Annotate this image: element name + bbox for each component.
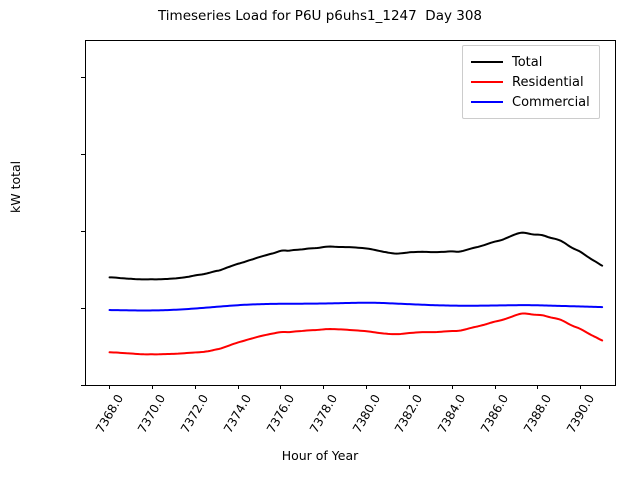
series-canvas [108, 231, 604, 356]
x-tick-mark [151, 385, 153, 389]
x-tick-mark [323, 385, 325, 389]
x-tick-label: 7372.0 [178, 392, 212, 436]
legend-label: Residential [512, 74, 584, 90]
x-tick-mark [109, 385, 111, 389]
chart-legend: Total Residential Commercial [462, 45, 600, 119]
x-tick-label: 7388.0 [520, 392, 555, 436]
x-tick-label: 7374.0 [221, 392, 255, 436]
y-tick-mark [81, 77, 85, 79]
legend-item[interactable]: Total [471, 52, 590, 72]
y-tick-mark [81, 230, 85, 233]
legend-item[interactable]: Residential [471, 72, 590, 92]
x-tick-mark [366, 385, 368, 389]
x-tick-label: 7382.0 [392, 392, 426, 436]
legend-color-swatch [471, 101, 503, 103]
x-tick-mark [280, 385, 282, 389]
y-tick-mark [81, 307, 85, 309]
x-tick-mark [194, 385, 196, 389]
x-tick-label: 7378.0 [306, 392, 340, 436]
y-axis-label: kW total [8, 160, 23, 213]
series-line [108, 312, 604, 356]
legend-label: Commercial [512, 94, 590, 110]
y-tick-mark [81, 384, 85, 386]
legend-item[interactable]: Commercial [471, 92, 590, 112]
x-tick-label: 7386.0 [478, 392, 512, 436]
chart-title: Timeseries Load for P6U p6uhs1_1247 Day … [157, 8, 483, 24]
x-tick-label: 7384.0 [435, 392, 469, 436]
x-tick-label: 7380.0 [349, 392, 383, 436]
x-tick-label: 7370.0 [135, 392, 169, 436]
legend-color-swatch [471, 61, 503, 63]
x-tick-mark [580, 385, 582, 389]
x-tick-mark [494, 385, 496, 389]
legend-color-swatch [471, 81, 503, 83]
series-line [108, 301, 604, 312]
x-tick-mark [408, 385, 410, 389]
y-tick-mark [81, 154, 85, 156]
x-tick-label: 7376.0 [263, 392, 298, 436]
series-line [108, 231, 604, 281]
x-axis-label: Hour of Year [281, 448, 359, 463]
legend-label: Total [512, 54, 543, 70]
x-tick-mark [451, 385, 453, 389]
x-tick-label: 7368.0 [92, 392, 126, 436]
x-tick-mark [537, 385, 539, 389]
x-tick-label: 7390.0 [563, 392, 597, 436]
x-tick-mark [237, 385, 239, 389]
